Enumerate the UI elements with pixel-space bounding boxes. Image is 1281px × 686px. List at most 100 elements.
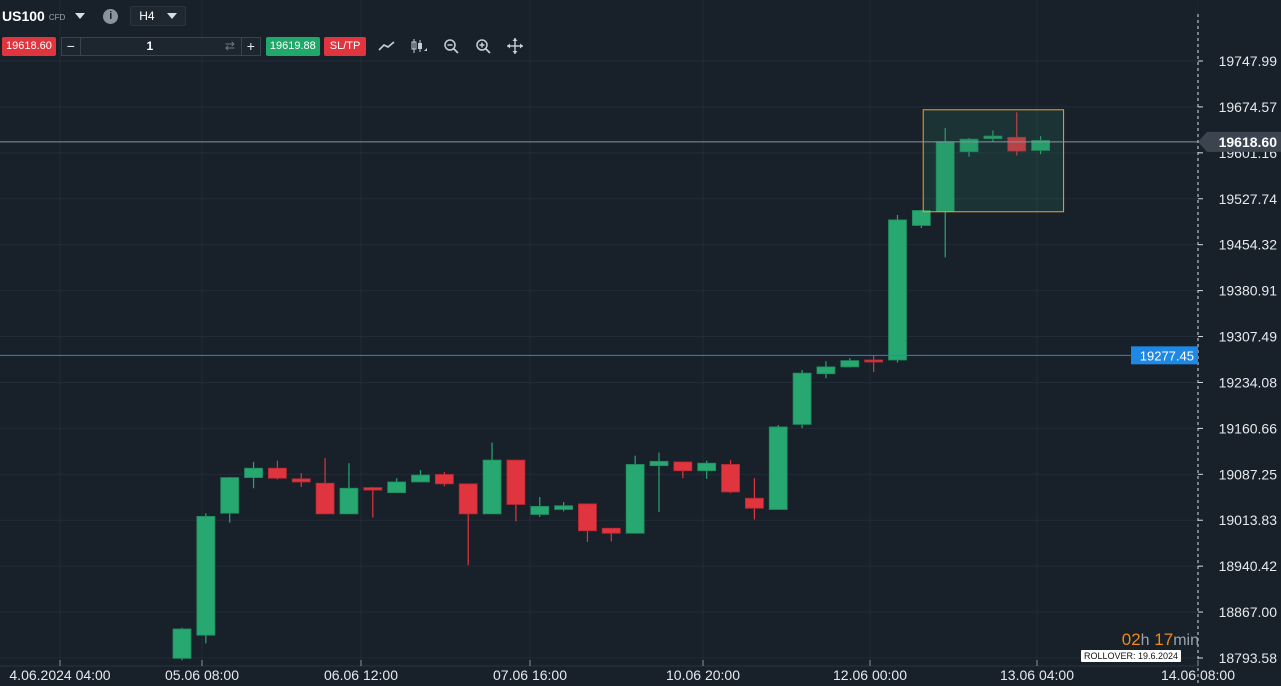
decrease-quantity-button[interactable]: − [62,37,81,55]
candle-down [291,473,311,487]
candle-up [387,478,407,494]
current-price-label: 19618.60 [1219,134,1278,150]
candle-body [196,515,216,636]
candle-body [339,487,359,515]
candle-body [291,478,311,483]
candle-body [172,628,192,659]
zoom-out-icon[interactable] [440,36,462,56]
chart-toolbar: US100 CFD i H4 19618.60 − 1 ⇄ + 19619.88… [0,0,560,70]
candle-down [506,459,526,522]
candle-body [625,464,645,534]
candle-body [506,459,526,505]
time-axis-label: 06.06 12:00 [324,667,398,683]
increase-quantity-button[interactable]: + [240,37,260,55]
price-axis-label: 19307.49 [1219,329,1278,345]
candle-down [434,471,454,487]
chevron-down-icon [167,13,178,19]
candle-down [267,460,287,480]
line-chart-icon[interactable] [376,36,398,56]
price-axis-label: 19454.32 [1219,237,1278,253]
candle-body [721,464,740,493]
candle-up [172,627,192,661]
candle-down [1007,112,1027,156]
price-axis-label: 19160.66 [1219,420,1278,436]
candle-down [315,458,335,515]
current-price-tag [1198,131,1281,152]
candle-body [458,483,478,515]
sltp-button[interactable]: SL/TP [323,36,367,56]
candle-down [601,527,621,542]
quantity-stepper[interactable]: − 1 ⇄ + [60,36,261,56]
price-axis-label: 19234.08 [1219,374,1278,390]
candle-up [983,130,1003,142]
candlestick-icon[interactable] [408,36,430,56]
time-axis-label: 07.06 16:00 [493,667,567,683]
instrument-dropdown-icon[interactable] [75,13,86,19]
price-axis-label: 19674.57 [1219,99,1278,115]
quantity-input[interactable]: 1 [146,39,154,53]
time-axis-label: 13.06 04:00 [1000,667,1074,683]
candle-body [411,474,430,483]
price-axis-background [1198,0,1281,686]
price-level-tag [1131,346,1198,365]
candle-down [721,460,740,494]
price-axis-label: 18793.58 [1219,650,1278,666]
candle-body [816,366,836,375]
candle-body [315,482,335,515]
candle-up [339,463,359,515]
zoom-in-icon[interactable] [472,36,494,56]
swap-icon[interactable]: ⇄ [224,39,235,53]
chart-overlays [0,109,1198,356]
candle-up [220,476,240,523]
countdown-hours: 02 [1121,630,1141,649]
candle-body [1007,136,1027,152]
move-icon[interactable] [504,36,526,56]
time-axis-label: 14.06 08:00 [1161,667,1235,683]
candle-body [768,426,788,510]
instrument-type: CFD [48,13,66,22]
buy-button[interactable]: 19619.88 [265,36,320,56]
candle-body [864,359,884,363]
sell-button[interactable]: 19618.60 [2,36,56,56]
time-axis-label: 12.06 00:00 [833,667,907,683]
price-axis-label: 19087.25 [1219,466,1278,482]
candle-body [434,474,454,485]
time-axis-label: 10.06 20:00 [666,667,740,683]
highlight-box [922,109,1065,213]
candle-up [554,501,573,512]
candle-body [649,460,669,467]
candle-up [697,460,717,479]
candle-up [888,214,907,363]
rollover-badge: ROLLOVER: 19.6.2024 [1081,650,1182,662]
candle-down [578,503,597,543]
time-axis-label: 05.06 08:00 [165,667,239,683]
timeframe-select[interactable]: H4 [130,6,187,26]
candle-up [816,361,836,379]
candle-body [1031,140,1050,151]
price-axis: 19747.9919674.5719601.1619527.7419454.32… [1131,0,1281,686]
candle-body [387,481,407,494]
instrument-row: US100 CFD i H4 [2,4,187,28]
info-icon[interactable]: i [103,8,119,24]
price-axis-label: 19380.91 [1219,283,1278,299]
candle-body [792,372,812,425]
price-axis-label: 18867.00 [1219,604,1278,620]
candle-body [363,487,383,491]
candle-body [554,505,573,510]
candle-up [840,358,860,368]
candle-body [840,360,860,368]
candle-body [244,467,263,478]
candle-up [244,461,263,489]
countdown-minutes: 17 [1154,630,1174,649]
candle-up [196,513,216,644]
countdown-hours-unit: h [1140,632,1150,649]
candle-countdown: 02h 17min [1122,630,1199,650]
instrument-symbol[interactable]: US100 [2,8,45,24]
candle-up [1031,136,1050,155]
candle-up [649,452,669,512]
candle-body [482,459,502,515]
price-axis-label: 19013.83 [1219,512,1278,528]
candle-up [411,470,430,483]
time-axis-label: 4.06.2024 04:00 [9,667,110,683]
